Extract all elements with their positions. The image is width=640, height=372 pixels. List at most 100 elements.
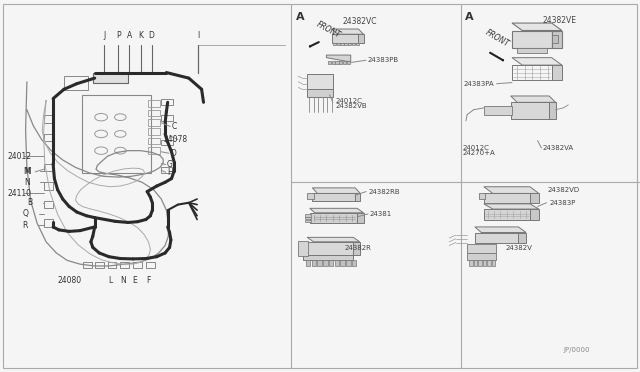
Text: 24012C: 24012C [462, 145, 489, 151]
Text: D: D [170, 149, 176, 158]
Polygon shape [552, 31, 562, 48]
Text: 24080: 24080 [58, 276, 82, 285]
Text: Q: Q [23, 209, 29, 218]
Text: N: N [120, 276, 125, 285]
Text: A: A [296, 12, 304, 22]
Polygon shape [484, 187, 539, 193]
Polygon shape [340, 43, 344, 45]
Bar [161, 99, 173, 105]
Polygon shape [340, 260, 345, 266]
Polygon shape [307, 193, 314, 199]
Polygon shape [530, 193, 539, 203]
Polygon shape [475, 232, 518, 243]
Polygon shape [552, 35, 558, 43]
Bar [148, 138, 160, 144]
Text: 24270+A: 24270+A [462, 150, 495, 156]
Bar [148, 110, 160, 116]
Polygon shape [310, 213, 357, 223]
Bar [44, 201, 53, 208]
Bar [108, 262, 116, 268]
Bar [83, 262, 92, 268]
Polygon shape [339, 61, 342, 64]
Polygon shape [353, 242, 360, 255]
Text: 24382V: 24382V [506, 246, 532, 251]
Polygon shape [512, 31, 552, 48]
Polygon shape [511, 102, 549, 119]
Polygon shape [358, 34, 364, 43]
Polygon shape [467, 253, 496, 260]
Polygon shape [317, 260, 322, 266]
Text: 24382R: 24382R [344, 246, 371, 251]
Polygon shape [352, 260, 356, 266]
Bar [44, 115, 53, 123]
Text: K: K [138, 31, 143, 40]
Text: 24382VD: 24382VD [548, 187, 580, 193]
Text: JP/0000: JP/0000 [563, 347, 589, 353]
Text: 24383PB: 24383PB [368, 57, 399, 63]
Polygon shape [328, 61, 331, 64]
Polygon shape [549, 102, 556, 119]
Polygon shape [310, 208, 364, 213]
Polygon shape [517, 48, 547, 53]
Polygon shape [335, 61, 339, 64]
Bar [82, 95, 151, 173]
Bar [93, 73, 128, 83]
Polygon shape [305, 217, 311, 219]
Bar [133, 262, 142, 268]
Polygon shape [305, 214, 311, 217]
Polygon shape [326, 55, 351, 61]
Polygon shape [348, 43, 351, 45]
Text: 24110: 24110 [8, 189, 32, 198]
Polygon shape [483, 260, 486, 266]
Polygon shape [469, 260, 473, 266]
Polygon shape [312, 260, 316, 266]
Polygon shape [307, 237, 360, 242]
Text: FRONT: FRONT [484, 28, 511, 48]
Polygon shape [305, 220, 311, 222]
Polygon shape [357, 213, 364, 223]
Text: 24382VB: 24382VB [335, 103, 367, 109]
Text: 24012C: 24012C [335, 98, 362, 104]
Polygon shape [312, 193, 355, 201]
Polygon shape [346, 260, 351, 266]
Text: 24381: 24381 [370, 211, 392, 217]
Bar [95, 262, 104, 268]
Polygon shape [474, 260, 477, 266]
Bar [148, 128, 160, 135]
Polygon shape [307, 242, 353, 255]
Text: 24012: 24012 [8, 152, 32, 161]
Text: FRONT: FRONT [315, 20, 342, 40]
Polygon shape [335, 260, 339, 266]
Polygon shape [552, 65, 562, 80]
Bar [44, 164, 53, 171]
Text: 24382RB: 24382RB [369, 189, 400, 195]
Text: R: R [22, 221, 27, 230]
Polygon shape [306, 260, 310, 266]
Text: 24382VC: 24382VC [342, 17, 377, 26]
Text: 24382VE: 24382VE [543, 16, 577, 25]
Polygon shape [337, 43, 340, 45]
Bar [148, 147, 160, 154]
Text: M: M [23, 167, 29, 176]
Polygon shape [356, 43, 359, 45]
Bar [146, 262, 155, 268]
Bar [161, 140, 173, 145]
Text: F: F [147, 276, 150, 285]
Polygon shape [467, 244, 496, 253]
Polygon shape [332, 29, 364, 34]
Polygon shape [343, 61, 346, 64]
Polygon shape [332, 61, 335, 64]
Polygon shape [484, 193, 530, 203]
Bar [64, 76, 88, 90]
Polygon shape [347, 61, 350, 64]
Bar [44, 182, 53, 190]
Text: A: A [465, 12, 473, 22]
Bar [148, 119, 160, 126]
Polygon shape [355, 193, 360, 201]
Text: 24383PA: 24383PA [463, 81, 494, 87]
Polygon shape [352, 43, 355, 45]
Bar [120, 262, 129, 268]
Text: I: I [197, 31, 200, 40]
Text: 24078: 24078 [163, 135, 188, 144]
Bar [161, 167, 173, 173]
